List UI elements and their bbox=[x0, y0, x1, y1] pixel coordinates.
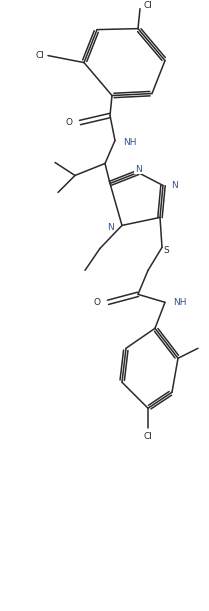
Text: Cl: Cl bbox=[35, 51, 44, 60]
Text: Cl: Cl bbox=[144, 432, 152, 441]
Text: N: N bbox=[135, 165, 141, 174]
Text: O: O bbox=[94, 298, 101, 307]
Text: N: N bbox=[107, 223, 114, 232]
Text: Cl: Cl bbox=[144, 1, 153, 10]
Text: NH: NH bbox=[123, 138, 136, 147]
Text: O: O bbox=[66, 118, 73, 127]
Text: N: N bbox=[171, 181, 178, 190]
Text: S: S bbox=[163, 246, 169, 255]
Text: NH: NH bbox=[173, 298, 186, 307]
